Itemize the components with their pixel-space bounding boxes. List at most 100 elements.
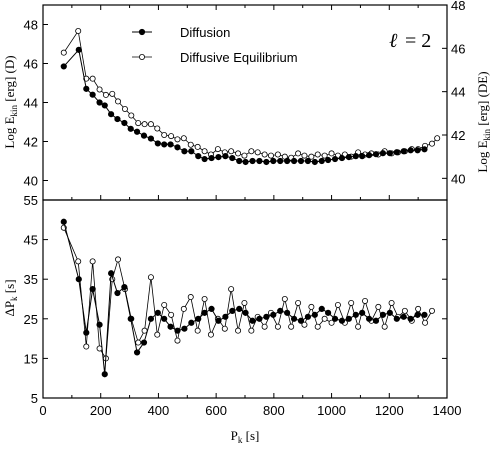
top-diffusion-point [201,155,208,163]
top-diffusion-point [195,153,202,160]
top-de-point [180,135,187,142]
bottom-de-point [314,323,321,330]
bottom-diffusion-point [386,309,393,316]
bottom-de-point [115,256,122,263]
top-diffusion-point [311,158,318,166]
bottom-diffusion-point [297,317,305,324]
bottom-diffusion-point [222,313,229,320]
bottom-de-point [415,305,422,312]
top-diffusion-point [188,148,195,155]
bottom-diffusion-point [414,311,421,318]
top-diffusion-point [154,140,161,147]
bottom-diffusion-point [83,329,90,336]
bottom-diffusion-point [154,309,161,316]
top-diffusion-point [229,154,236,162]
top-diffusion-point [167,141,174,148]
bottom-diffusion-point [365,315,373,322]
bottom-diffusion-point [96,321,103,328]
top-diffusion-point [208,154,215,162]
bottom-de-point [207,331,214,338]
top-diffusion-point [338,154,346,162]
bottom-de-point [261,323,268,330]
bottom-diffusion-point [201,309,208,316]
top-diffusion-point [304,157,312,165]
bottom-diffusion-point [195,315,202,322]
top-de-point [135,120,142,127]
bottom-de-point [228,286,235,293]
top-de-point [174,136,181,143]
bottom-diffusion-point [181,325,188,332]
x-tick-label: 0 [39,403,46,418]
top-left-y-tick-label: 48 [24,18,38,33]
top-diffusion-point [256,157,263,165]
top-de-point [128,112,135,119]
top-left-y-tick-label: 46 [24,57,38,72]
bottom-diffusion-point [167,323,174,330]
top-diffusion-point [325,156,332,164]
legend-de-marker [138,54,145,61]
bottom-diffusion-point [242,309,249,316]
top-diffusion-point [75,46,82,53]
bottom-de-point [168,311,175,318]
top-right-y-tick-label: 46 [451,41,465,56]
bottom-diffusion-point [236,305,243,312]
top-diffusion-point [284,157,291,165]
top-de-point [274,151,281,158]
top-diffusion-point [297,157,305,165]
x-tick-label: 1400 [433,403,462,418]
bottom-diffusion-point [359,309,366,316]
top-de-point [161,131,168,138]
top-de-point [115,98,122,105]
bottom-y-tick-label: 15 [24,351,38,366]
bottom-de-point [381,323,388,330]
top-de-point [194,143,201,150]
top-diffusion-point [236,157,243,165]
legend-diffusion-marker [138,28,146,36]
bottom-de-point [235,327,242,334]
legend-diffusion-label: Diffusion [180,25,230,40]
top-diffusion-point [174,144,181,151]
bottom-de-point [89,258,96,265]
top-de-point [314,151,321,158]
top-diffusion-point [215,154,222,161]
bottom-diffusion-point [407,315,414,322]
top-diffusion-point [242,158,249,166]
bottom-de-point [321,315,328,322]
bottom-de-point [355,323,362,330]
top-de-point [301,152,308,159]
top-diffusion-point [379,150,387,157]
bottom-de-point [154,331,161,338]
top-diffusion-point [277,157,284,165]
bottom-diffusion-point [101,371,108,378]
bottom-diffusion-point [89,286,96,293]
top-diffusion-point [89,91,96,98]
top-diffusion-point [83,85,90,92]
top-de-point [254,149,261,156]
bottom-de-point [422,319,429,326]
bottom-de-point [241,299,248,306]
top-diffusion-point [140,132,148,139]
top-de-point [89,75,96,82]
top-diffusion-point [101,102,108,109]
bottom-de-point [141,327,148,334]
top-diffusion-point [421,146,428,153]
x-tick-label: 800 [263,403,285,418]
bottom-diffusion-point [127,315,134,322]
top-de-point [261,151,268,158]
bottom-de-point [301,321,308,328]
top-de-point [168,133,175,140]
bottom-diffusion-point [108,270,115,277]
bottom-de-point [281,295,288,302]
bottom-de-point [362,297,369,304]
x-axis-label: Pk [s] [231,428,260,445]
bottom-diffusion-point [229,307,236,314]
bottom-de-point [161,301,168,308]
top-right-y-axis-label: Log Ekin [erg] (DE) [475,71,492,172]
top-diffusion-point [270,157,277,165]
top-diffusion-point [127,125,134,132]
top-diffusion-point [263,158,270,166]
bottom-diffusion-point [249,317,256,324]
top-right-y-tick-label: 44 [451,85,465,100]
bottom-de-point [348,299,355,306]
bottom-de-point [388,299,395,306]
